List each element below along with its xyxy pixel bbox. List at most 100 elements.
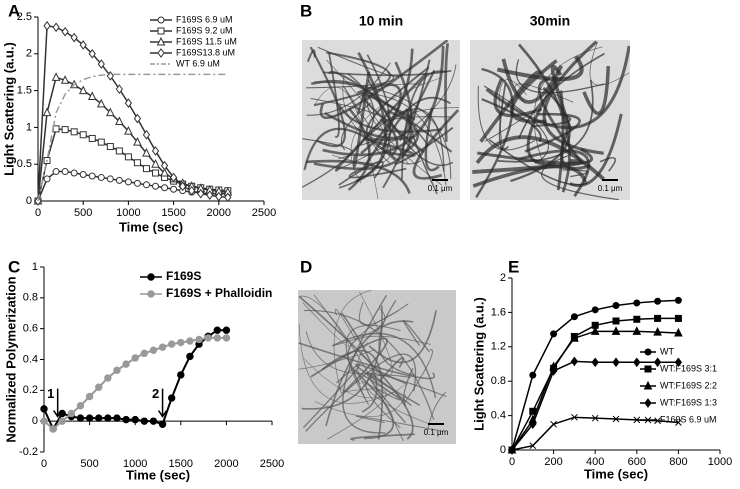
marker <box>85 414 94 422</box>
marker <box>97 138 105 146</box>
marker <box>78 85 88 95</box>
filament <box>424 107 440 172</box>
marker <box>167 394 176 402</box>
x-tick-label: 400 <box>586 456 604 468</box>
filament <box>323 69 452 77</box>
marker <box>529 442 537 450</box>
filament <box>515 59 605 94</box>
legend-label: WT <box>660 346 674 356</box>
marker <box>140 349 149 358</box>
marker <box>142 181 150 189</box>
filament <box>399 70 436 142</box>
micrograph-texture <box>302 40 460 200</box>
filament <box>380 96 451 151</box>
marker <box>76 402 85 410</box>
scale-label: 0.1 μm <box>424 428 449 437</box>
marker <box>51 72 61 81</box>
marker <box>206 190 214 200</box>
filament <box>378 356 404 382</box>
filament <box>403 368 414 407</box>
marker <box>654 314 662 322</box>
marker <box>188 185 196 196</box>
filament <box>411 128 438 195</box>
x-tick-label: 2500 <box>252 207 276 219</box>
series-line <box>37 76 228 202</box>
series-line <box>511 317 679 451</box>
annotation: 1 <box>47 386 54 401</box>
y-tick-label: 0 <box>26 195 32 207</box>
filament <box>338 64 457 170</box>
legend-label: WT:F169S 1:3 <box>660 397 717 407</box>
filament <box>485 45 630 130</box>
x-tick-label: 0 <box>509 456 515 468</box>
marker <box>115 84 123 94</box>
filament <box>319 40 449 119</box>
marker <box>87 91 97 100</box>
filament <box>357 342 431 425</box>
y-tick-label: 0.8 <box>491 375 506 387</box>
y-tick-label: 2 <box>500 272 506 284</box>
marker <box>113 366 121 374</box>
marker <box>76 414 85 422</box>
micrograph-title: 30min <box>530 13 570 29</box>
filament <box>355 415 443 432</box>
y-tick-label: 1.5 <box>17 85 32 97</box>
filament <box>342 294 388 434</box>
filament <box>394 126 454 166</box>
filament <box>303 358 405 399</box>
filament <box>427 391 447 431</box>
filament <box>309 46 346 148</box>
marker <box>550 330 558 338</box>
x-tick-label: 200 <box>544 456 562 468</box>
marker <box>633 299 641 307</box>
marker <box>213 326 221 334</box>
y-axis-title: Light Scattering (a.u.) <box>471 297 486 431</box>
marker <box>61 26 69 37</box>
marker <box>88 134 96 142</box>
marker <box>633 315 641 323</box>
marker <box>186 352 194 361</box>
marker <box>612 415 620 423</box>
marker <box>222 326 231 334</box>
panel-label: E <box>508 257 519 276</box>
marker <box>160 160 169 171</box>
marker <box>43 20 51 31</box>
x-tick-label: 2000 <box>207 207 231 219</box>
marker <box>160 167 169 177</box>
legend-marker <box>644 348 652 356</box>
marker <box>674 357 683 368</box>
filament <box>365 66 430 142</box>
filament <box>321 349 384 440</box>
x-tick-label: 0 <box>41 458 47 470</box>
y-tick-label: 2 <box>26 48 32 60</box>
marker <box>142 165 150 173</box>
marker <box>124 125 133 135</box>
marker <box>508 446 516 454</box>
filament <box>569 113 623 187</box>
marker <box>97 59 105 69</box>
legend-marker <box>643 380 653 390</box>
marker <box>158 420 167 428</box>
marker <box>40 405 48 413</box>
marker <box>571 413 578 421</box>
marker <box>570 313 578 321</box>
y-tick-label: 1.2 <box>491 341 506 353</box>
marker <box>122 360 130 368</box>
marker <box>158 343 167 351</box>
annotation: 2 <box>152 386 159 401</box>
legend-marker <box>157 27 165 35</box>
marker <box>104 374 112 382</box>
y-tick-label: 0 <box>500 444 506 456</box>
filament <box>394 107 460 165</box>
marker <box>151 146 160 156</box>
marker <box>131 415 139 424</box>
series-line <box>37 73 228 202</box>
filament <box>477 85 535 151</box>
filament <box>313 86 379 200</box>
marker <box>612 357 620 368</box>
marker <box>653 327 662 336</box>
x-tick-label: 1000 <box>708 456 732 468</box>
legend-label: F169S 9.2 uM <box>176 25 233 35</box>
marker <box>222 334 231 342</box>
marker <box>122 415 130 424</box>
